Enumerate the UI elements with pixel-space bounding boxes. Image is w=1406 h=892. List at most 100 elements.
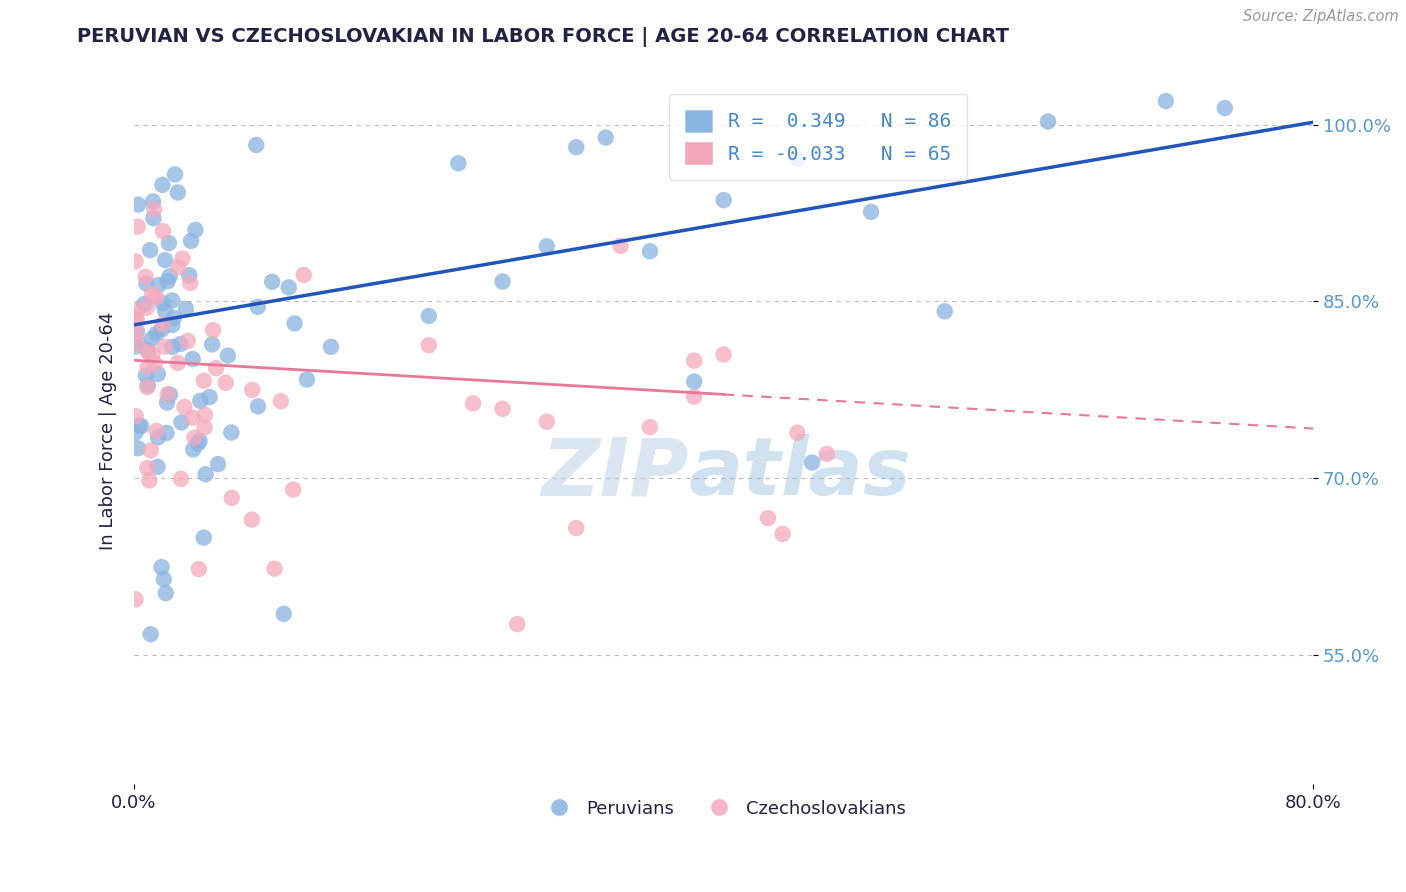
Point bbox=[143, 202, 166, 217]
Point bbox=[136, 461, 159, 475]
Point bbox=[159, 387, 181, 401]
Point bbox=[205, 361, 228, 376]
Point bbox=[786, 425, 808, 440]
Point bbox=[135, 368, 157, 383]
Point bbox=[145, 424, 167, 438]
Point bbox=[150, 560, 173, 574]
Point bbox=[815, 447, 838, 461]
Point bbox=[184, 223, 207, 237]
Point bbox=[194, 408, 217, 422]
Text: ZIP: ZIP bbox=[541, 434, 689, 512]
Point bbox=[181, 442, 204, 457]
Point bbox=[153, 303, 176, 318]
Point bbox=[146, 367, 169, 381]
Point bbox=[1154, 94, 1177, 108]
Point bbox=[418, 309, 440, 323]
Point bbox=[124, 592, 146, 607]
Point bbox=[124, 425, 146, 440]
Point bbox=[125, 409, 148, 423]
Point bbox=[277, 280, 299, 294]
Point bbox=[713, 193, 735, 207]
Point bbox=[595, 130, 617, 145]
Point bbox=[152, 318, 174, 332]
Point bbox=[138, 474, 160, 488]
Point bbox=[181, 410, 204, 425]
Point bbox=[148, 277, 170, 292]
Point bbox=[131, 419, 153, 434]
Point bbox=[152, 572, 174, 586]
Point bbox=[786, 152, 808, 166]
Point bbox=[262, 275, 284, 289]
Point bbox=[756, 511, 779, 525]
Point bbox=[187, 562, 209, 576]
Point bbox=[273, 607, 295, 621]
Point bbox=[461, 396, 484, 410]
Point bbox=[246, 300, 269, 314]
Point bbox=[172, 252, 194, 266]
Point bbox=[167, 186, 190, 200]
Point bbox=[136, 343, 159, 357]
Point bbox=[284, 317, 307, 331]
Point bbox=[127, 219, 149, 234]
Point bbox=[152, 296, 174, 310]
Point bbox=[141, 332, 163, 346]
Point bbox=[193, 374, 215, 388]
Point bbox=[177, 334, 200, 348]
Point bbox=[150, 322, 173, 336]
Point bbox=[162, 340, 184, 354]
Point bbox=[136, 345, 159, 359]
Point bbox=[506, 617, 529, 632]
Point bbox=[247, 400, 270, 414]
Point bbox=[270, 394, 292, 409]
Point bbox=[135, 269, 157, 284]
Point bbox=[772, 526, 794, 541]
Point bbox=[152, 224, 174, 238]
Point bbox=[167, 260, 190, 275]
Point bbox=[638, 244, 661, 259]
Point bbox=[146, 459, 169, 474]
Point bbox=[125, 313, 148, 327]
Point bbox=[801, 456, 824, 470]
Point bbox=[143, 356, 166, 370]
Point bbox=[159, 269, 181, 284]
Point bbox=[183, 431, 205, 445]
Point bbox=[1213, 101, 1236, 115]
Y-axis label: In Labor Force | Age 20-64: In Labor Force | Age 20-64 bbox=[100, 312, 117, 550]
Point bbox=[156, 395, 179, 409]
Point bbox=[713, 347, 735, 361]
Point bbox=[683, 375, 706, 389]
Point bbox=[139, 443, 162, 458]
Point bbox=[125, 325, 148, 339]
Point bbox=[179, 268, 201, 283]
Point bbox=[145, 290, 167, 304]
Point bbox=[188, 434, 211, 449]
Point bbox=[173, 400, 195, 414]
Point bbox=[418, 338, 440, 352]
Point bbox=[155, 425, 177, 440]
Legend: Peruvians, Czechoslovakians: Peruvians, Czechoslovakians bbox=[534, 792, 914, 825]
Point bbox=[153, 253, 176, 268]
Point bbox=[139, 243, 162, 257]
Point bbox=[536, 415, 558, 429]
Point bbox=[179, 276, 201, 290]
Point bbox=[127, 336, 149, 351]
Point bbox=[217, 349, 239, 363]
Point bbox=[193, 420, 215, 434]
Point bbox=[165, 167, 187, 181]
Point bbox=[124, 325, 146, 339]
Point bbox=[127, 442, 149, 456]
Point bbox=[166, 356, 188, 370]
Point bbox=[127, 303, 149, 318]
Point bbox=[187, 436, 209, 450]
Point bbox=[127, 197, 149, 211]
Point bbox=[156, 274, 179, 288]
Point bbox=[934, 304, 956, 318]
Point bbox=[135, 277, 157, 291]
Point bbox=[146, 430, 169, 444]
Text: PERUVIAN VS CZECHOSLOVAKIAN IN LABOR FORCE | AGE 20-64 CORRELATION CHART: PERUVIAN VS CZECHOSLOVAKIAN IN LABOR FOR… bbox=[77, 27, 1010, 46]
Point bbox=[193, 531, 215, 545]
Point bbox=[283, 483, 305, 497]
Point bbox=[156, 387, 179, 401]
Point bbox=[198, 390, 221, 404]
Point bbox=[1036, 114, 1059, 128]
